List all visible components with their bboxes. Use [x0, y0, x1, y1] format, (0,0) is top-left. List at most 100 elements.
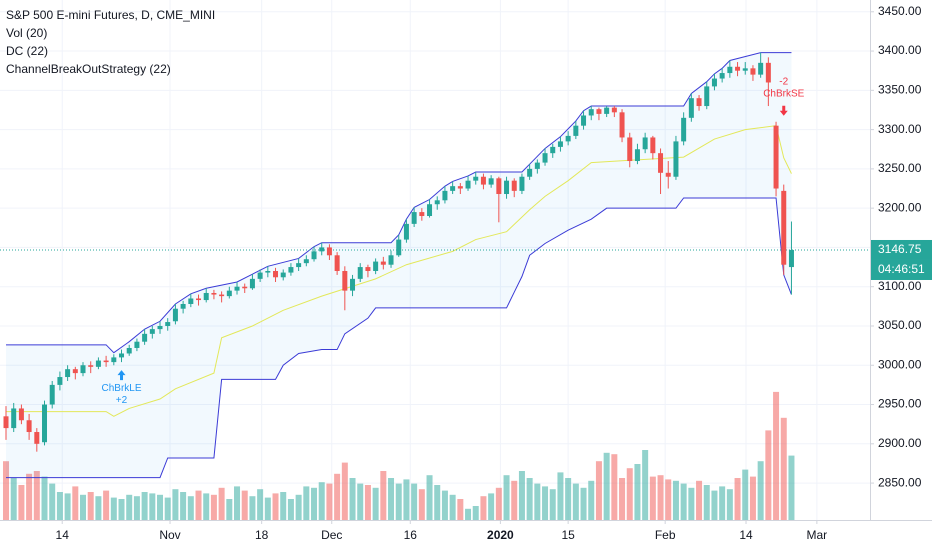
volume-bar [403, 479, 410, 520]
volume-bar [195, 490, 202, 520]
volume-bar [488, 493, 495, 520]
x-tick-label: Nov [159, 528, 180, 542]
countdown-box [871, 259, 932, 280]
signal: ChBrkLE+2 [102, 370, 142, 406]
candle-body [642, 137, 648, 150]
volume-bar [10, 478, 17, 520]
candle-body [126, 347, 132, 354]
candle-body [265, 270, 271, 273]
volume-bar [480, 496, 487, 520]
candle-body [119, 353, 125, 358]
candle-body [504, 180, 510, 195]
candle-body [442, 190, 448, 201]
volume-bar [680, 483, 687, 520]
volume-bar [619, 478, 626, 520]
candle-body [257, 272, 263, 279]
candle-body [157, 325, 163, 330]
candle-body [742, 68, 748, 71]
candle-body [773, 125, 779, 189]
volume-bar [595, 461, 602, 520]
candle-body [111, 357, 117, 363]
candle-body [49, 384, 55, 405]
candle-body [88, 365, 94, 367]
volume-bar [218, 487, 225, 520]
volume-bar [295, 494, 302, 520]
candle-body [134, 341, 140, 348]
candle-body [565, 135, 571, 142]
volume-bar [572, 483, 579, 520]
candle-body [588, 109, 594, 116]
candle-body [434, 200, 440, 205]
volume-bar [157, 494, 164, 520]
y-tick-label: 3050.00 [878, 318, 922, 332]
signal-label: ChBrkSE [763, 88, 804, 99]
volume-bar [180, 492, 187, 520]
candle-body [735, 66, 741, 71]
grid [0, 0, 870, 520]
volume-bar [742, 469, 749, 520]
volume-bar [503, 475, 510, 520]
volume-bar [72, 486, 79, 520]
candle-body [319, 247, 325, 252]
volume-bar [441, 490, 448, 520]
volume-bar [719, 486, 726, 520]
candle-body [457, 186, 463, 189]
x-tick-label: 2020 [487, 528, 514, 542]
volume-bar [318, 482, 325, 520]
volume-bar [449, 494, 456, 520]
candle-body [511, 180, 517, 191]
candle-body [450, 186, 456, 191]
y-tick-label: 2950.00 [878, 397, 922, 411]
candle-body [604, 107, 610, 114]
y-tick-label: 2900.00 [878, 436, 922, 450]
candle-body [727, 66, 733, 74]
volume-bar [534, 483, 541, 520]
candle-body [196, 298, 202, 301]
x-tick-label: 15 [561, 528, 575, 542]
volume-bar [257, 489, 264, 520]
signal-qty: +2 [116, 395, 128, 406]
candle-body [180, 303, 186, 309]
volume-bar [287, 499, 294, 520]
countdown-label: 04:46:51 [878, 262, 925, 276]
volume-bar [87, 492, 94, 520]
y-tick-label: 3250.00 [878, 161, 922, 175]
candle-body [673, 141, 679, 177]
candle-body [172, 308, 178, 322]
candle-body [711, 78, 717, 87]
volume-bar [103, 490, 110, 520]
volume-bar [172, 489, 179, 520]
volume-bar [326, 483, 333, 520]
volume-bar [303, 486, 310, 520]
candle-body [80, 365, 86, 374]
y-tick-label: 2850.00 [878, 475, 922, 489]
candle-body [72, 369, 78, 374]
candle-body [788, 249, 794, 268]
candle-body [557, 141, 563, 147]
candle-body [288, 267, 294, 273]
indicator-label: Vol (20) [6, 26, 47, 40]
candle-body [765, 62, 771, 83]
candle-body [411, 212, 417, 224]
candle-body [26, 420, 32, 433]
candle-body [95, 360, 101, 367]
chart-title: S&P 500 E-mini Futures, D, CME_MINI [6, 8, 215, 22]
volume-bar [549, 489, 556, 520]
y-tick-label: 3000.00 [878, 357, 922, 371]
volume-bar [788, 455, 795, 520]
volume-bar [557, 472, 564, 520]
candle-body [103, 360, 109, 363]
candle-body [357, 267, 363, 279]
volume-bar [149, 493, 156, 520]
candle-body [365, 267, 371, 271]
candle-body [542, 153, 548, 163]
volume-bar [64, 493, 71, 520]
volume-bar [780, 417, 787, 520]
volume-bar [280, 492, 287, 520]
volume-bar [234, 486, 241, 520]
candle-body [719, 73, 725, 79]
x-tick-label: 16 [404, 528, 418, 542]
volume-bar [364, 485, 371, 520]
volume-bar [472, 506, 479, 520]
